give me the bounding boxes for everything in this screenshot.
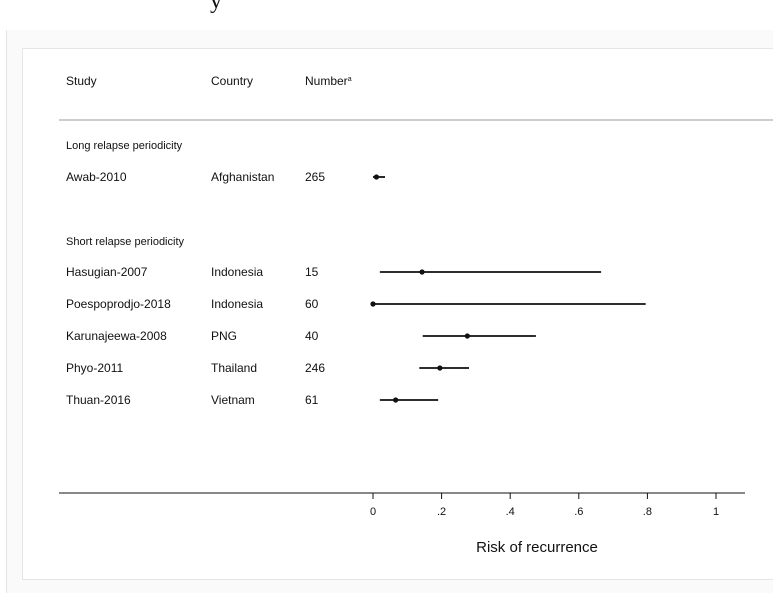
x-tick-label: 1 xyxy=(713,506,719,518)
x-tick-label: .8 xyxy=(643,506,652,518)
x-tick-label: .4 xyxy=(506,506,515,518)
group-label: Long relapse periodicity xyxy=(66,140,183,152)
study-country: Indonesia xyxy=(211,297,263,311)
x-axis: 0 .2 .4 .6 .8 1 xyxy=(59,492,745,518)
study-country: Afghanistan xyxy=(211,170,274,184)
header-number: Numbera xyxy=(305,74,352,88)
study-number: 265 xyxy=(305,170,325,184)
x-tick-label: .6 xyxy=(574,506,583,518)
study-name: Poespoprodjo-2018 xyxy=(66,297,171,311)
study-name: Awab-2010 xyxy=(66,170,127,184)
study-name: Karunajeewa-2008 xyxy=(66,329,167,343)
table-header: Study Country Numbera xyxy=(66,74,352,88)
page-title-fragment: y xyxy=(210,0,222,14)
study-number: 15 xyxy=(305,265,319,279)
study-name: Hasugian-2007 xyxy=(66,265,148,279)
study-country: Thailand xyxy=(211,361,257,375)
point-estimate xyxy=(464,333,470,339)
point-estimate xyxy=(419,269,425,275)
study-number: 40 xyxy=(305,329,319,343)
effect-marks xyxy=(370,174,646,403)
figure-frame xyxy=(22,48,773,580)
x-axis-title: Risk of recurrence xyxy=(476,539,598,556)
group-label: Short relapse periodicity xyxy=(66,236,185,248)
point-estimate xyxy=(373,174,380,180)
study-name: Phyo-2011 xyxy=(66,361,123,375)
header-number-superscript: a xyxy=(348,76,352,83)
point-estimate xyxy=(437,365,443,371)
study-number: 246 xyxy=(305,361,325,375)
study-number: 60 xyxy=(305,297,319,311)
panel-edge xyxy=(6,30,7,593)
header-country: Country xyxy=(211,74,253,88)
x-tick-label: .2 xyxy=(437,506,446,518)
study-country: PNG xyxy=(211,329,237,343)
study-country: Vietnam xyxy=(211,393,255,407)
header-number-label: Number xyxy=(305,74,348,88)
header-study: Study xyxy=(66,74,97,88)
study-number: 61 xyxy=(305,393,319,407)
study-name: Thuan-2016 xyxy=(66,393,131,407)
study-rows: Long relapse periodicity Awab-2010 Afghani… xyxy=(66,140,325,407)
point-estimate xyxy=(393,397,399,403)
study-country: Indonesia xyxy=(211,265,263,279)
x-tick-label: 0 xyxy=(370,506,376,518)
point-estimate xyxy=(370,301,376,307)
